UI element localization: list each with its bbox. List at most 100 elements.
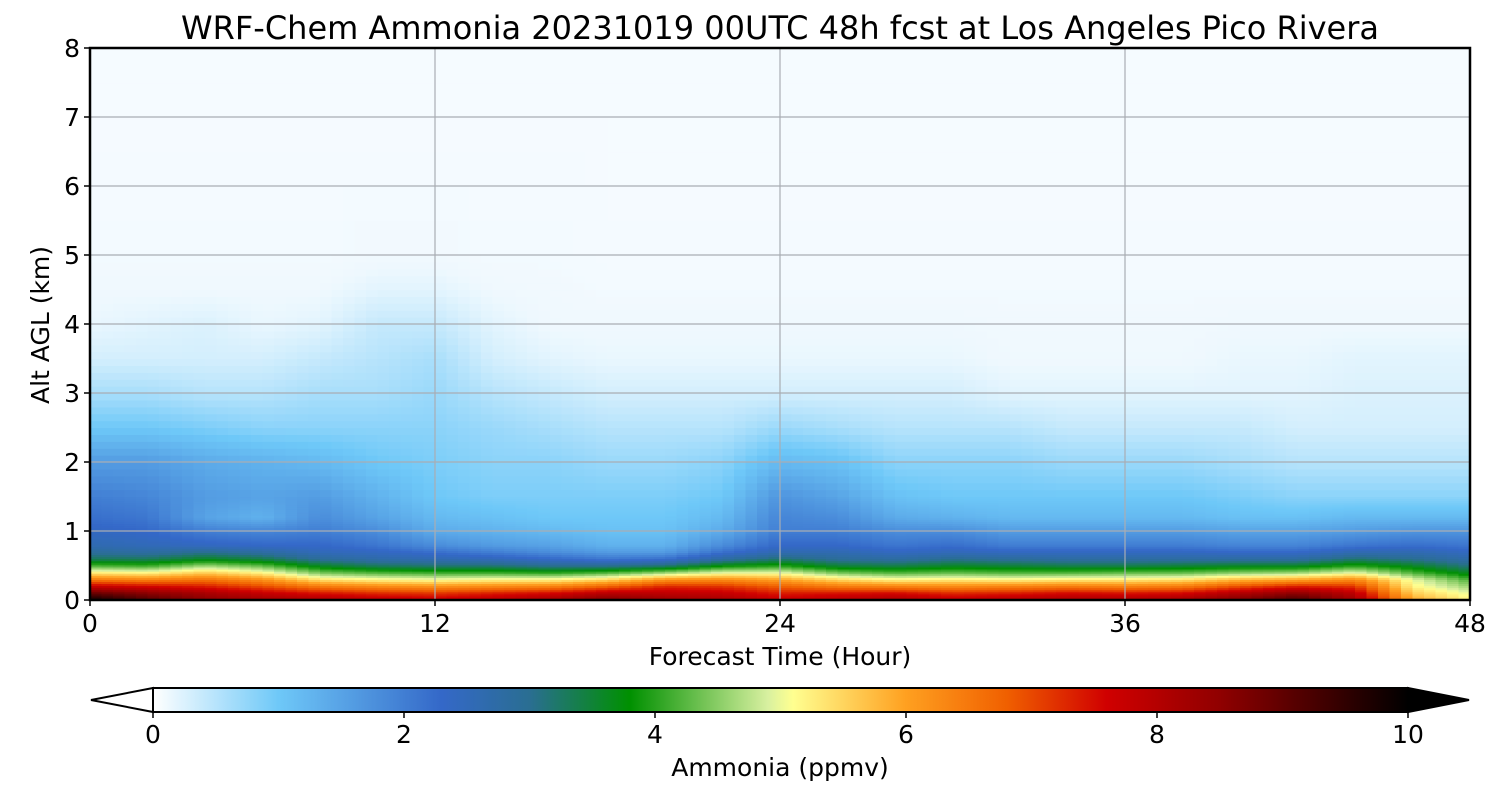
heatmap-cell bbox=[423, 513, 436, 516]
heatmap-cell bbox=[262, 539, 275, 543]
heatmap-cell bbox=[619, 500, 632, 504]
heatmap-cell bbox=[504, 521, 517, 525]
heatmap-cell bbox=[366, 510, 379, 514]
heatmap-cell bbox=[159, 282, 172, 291]
heatmap-cell bbox=[676, 317, 689, 325]
heatmap-cell bbox=[699, 506, 712, 510]
heatmap-cell bbox=[239, 413, 252, 422]
heatmap-cell bbox=[228, 562, 241, 566]
heatmap-cell bbox=[481, 525, 494, 529]
heatmap-cell bbox=[216, 573, 229, 576]
heatmap-cell bbox=[527, 523, 540, 527]
heatmap-cell bbox=[124, 482, 137, 491]
heatmap-cell bbox=[90, 506, 103, 510]
heatmap-cell bbox=[297, 542, 310, 545]
heatmap-cell bbox=[274, 542, 287, 545]
heatmap-cell bbox=[136, 506, 149, 510]
heatmap-cell bbox=[607, 82, 620, 118]
heatmap-cell bbox=[676, 593, 689, 597]
heatmap-cell bbox=[90, 186, 103, 222]
heatmap-cell bbox=[101, 589, 114, 593]
heatmap-cell bbox=[101, 548, 114, 551]
heatmap-cell bbox=[527, 539, 540, 543]
heatmap-cell bbox=[504, 531, 517, 535]
heatmap-cell bbox=[469, 562, 482, 566]
heatmap-cell bbox=[331, 303, 344, 311]
heatmap-cell bbox=[101, 579, 114, 582]
heatmap-cell bbox=[458, 406, 471, 415]
heatmap-cell bbox=[573, 317, 586, 325]
heatmap-cell bbox=[170, 420, 183, 429]
heatmap-cell bbox=[90, 560, 103, 564]
heatmap-cell bbox=[699, 489, 712, 498]
heatmap-cell bbox=[435, 544, 448, 547]
heatmap-cell bbox=[642, 527, 655, 531]
heatmap-cell bbox=[251, 595, 264, 599]
heatmap-cell bbox=[665, 593, 678, 597]
heatmap-cell bbox=[193, 268, 206, 277]
heatmap-cell bbox=[193, 560, 206, 564]
heatmap-cell bbox=[412, 82, 425, 118]
heatmap-cell bbox=[147, 268, 160, 277]
heatmap-cell bbox=[262, 577, 275, 580]
heatmap-cell bbox=[124, 386, 137, 394]
heatmap-cell bbox=[182, 386, 195, 394]
heatmap-cell bbox=[366, 289, 379, 297]
heatmap-cell bbox=[653, 379, 666, 387]
heatmap-cell bbox=[90, 220, 103, 256]
heatmap-cell bbox=[688, 521, 701, 525]
heatmap-cell bbox=[331, 372, 344, 380]
heatmap-cell bbox=[193, 406, 206, 415]
heatmap-cell bbox=[239, 220, 252, 256]
heatmap-cell bbox=[159, 566, 172, 570]
heatmap-cell bbox=[113, 581, 126, 585]
heatmap-cell bbox=[561, 531, 574, 535]
heatmap-cell bbox=[182, 496, 195, 500]
heatmap-cell bbox=[205, 564, 218, 568]
heatmap-cell bbox=[573, 337, 586, 346]
heatmap-cell bbox=[607, 337, 620, 346]
heatmap-cell bbox=[458, 82, 471, 118]
heatmap-cell bbox=[596, 296, 609, 304]
heatmap-cell bbox=[446, 365, 459, 373]
heatmap-cell bbox=[90, 255, 103, 263]
heatmap-cell bbox=[216, 566, 229, 570]
heatmap-cell bbox=[366, 303, 379, 311]
heatmap-cell bbox=[320, 595, 333, 599]
heatmap-cell bbox=[665, 324, 678, 332]
heatmap-cell bbox=[492, 535, 505, 539]
heatmap-cell bbox=[343, 515, 356, 518]
heatmap-cell bbox=[170, 566, 183, 570]
heatmap-cell bbox=[481, 482, 494, 491]
heatmap-cell bbox=[607, 117, 620, 153]
heatmap-cell bbox=[274, 575, 287, 578]
heatmap-cell bbox=[297, 521, 310, 525]
heatmap-cell bbox=[170, 427, 183, 435]
heatmap-cell bbox=[504, 255, 517, 263]
heatmap-cell bbox=[205, 579, 218, 582]
heatmap-cell bbox=[550, 517, 563, 520]
heatmap-cell bbox=[412, 489, 425, 498]
heatmap-cell bbox=[538, 531, 551, 535]
heatmap-cell bbox=[469, 117, 482, 153]
heatmap-cell bbox=[481, 568, 494, 572]
heatmap-cell bbox=[596, 186, 609, 222]
heatmap-cell bbox=[607, 583, 620, 587]
heatmap-cell bbox=[400, 587, 413, 591]
heatmap-cell bbox=[458, 393, 471, 401]
heatmap-cell bbox=[538, 508, 551, 512]
heatmap-cell bbox=[136, 566, 149, 570]
heatmap-cell bbox=[124, 427, 137, 435]
heatmap-cell bbox=[538, 268, 551, 277]
heatmap-cell bbox=[147, 556, 160, 560]
heatmap-cell bbox=[642, 591, 655, 595]
heatmap-cell bbox=[170, 508, 183, 512]
heatmap-cell bbox=[400, 117, 413, 153]
heatmap-cell bbox=[400, 151, 413, 187]
heatmap-cell bbox=[630, 566, 643, 570]
heatmap-cell bbox=[182, 482, 195, 491]
heatmap-cell bbox=[504, 365, 517, 373]
heatmap-cell bbox=[170, 531, 183, 535]
heatmap-cell bbox=[308, 255, 321, 263]
heatmap-cell bbox=[147, 523, 160, 527]
